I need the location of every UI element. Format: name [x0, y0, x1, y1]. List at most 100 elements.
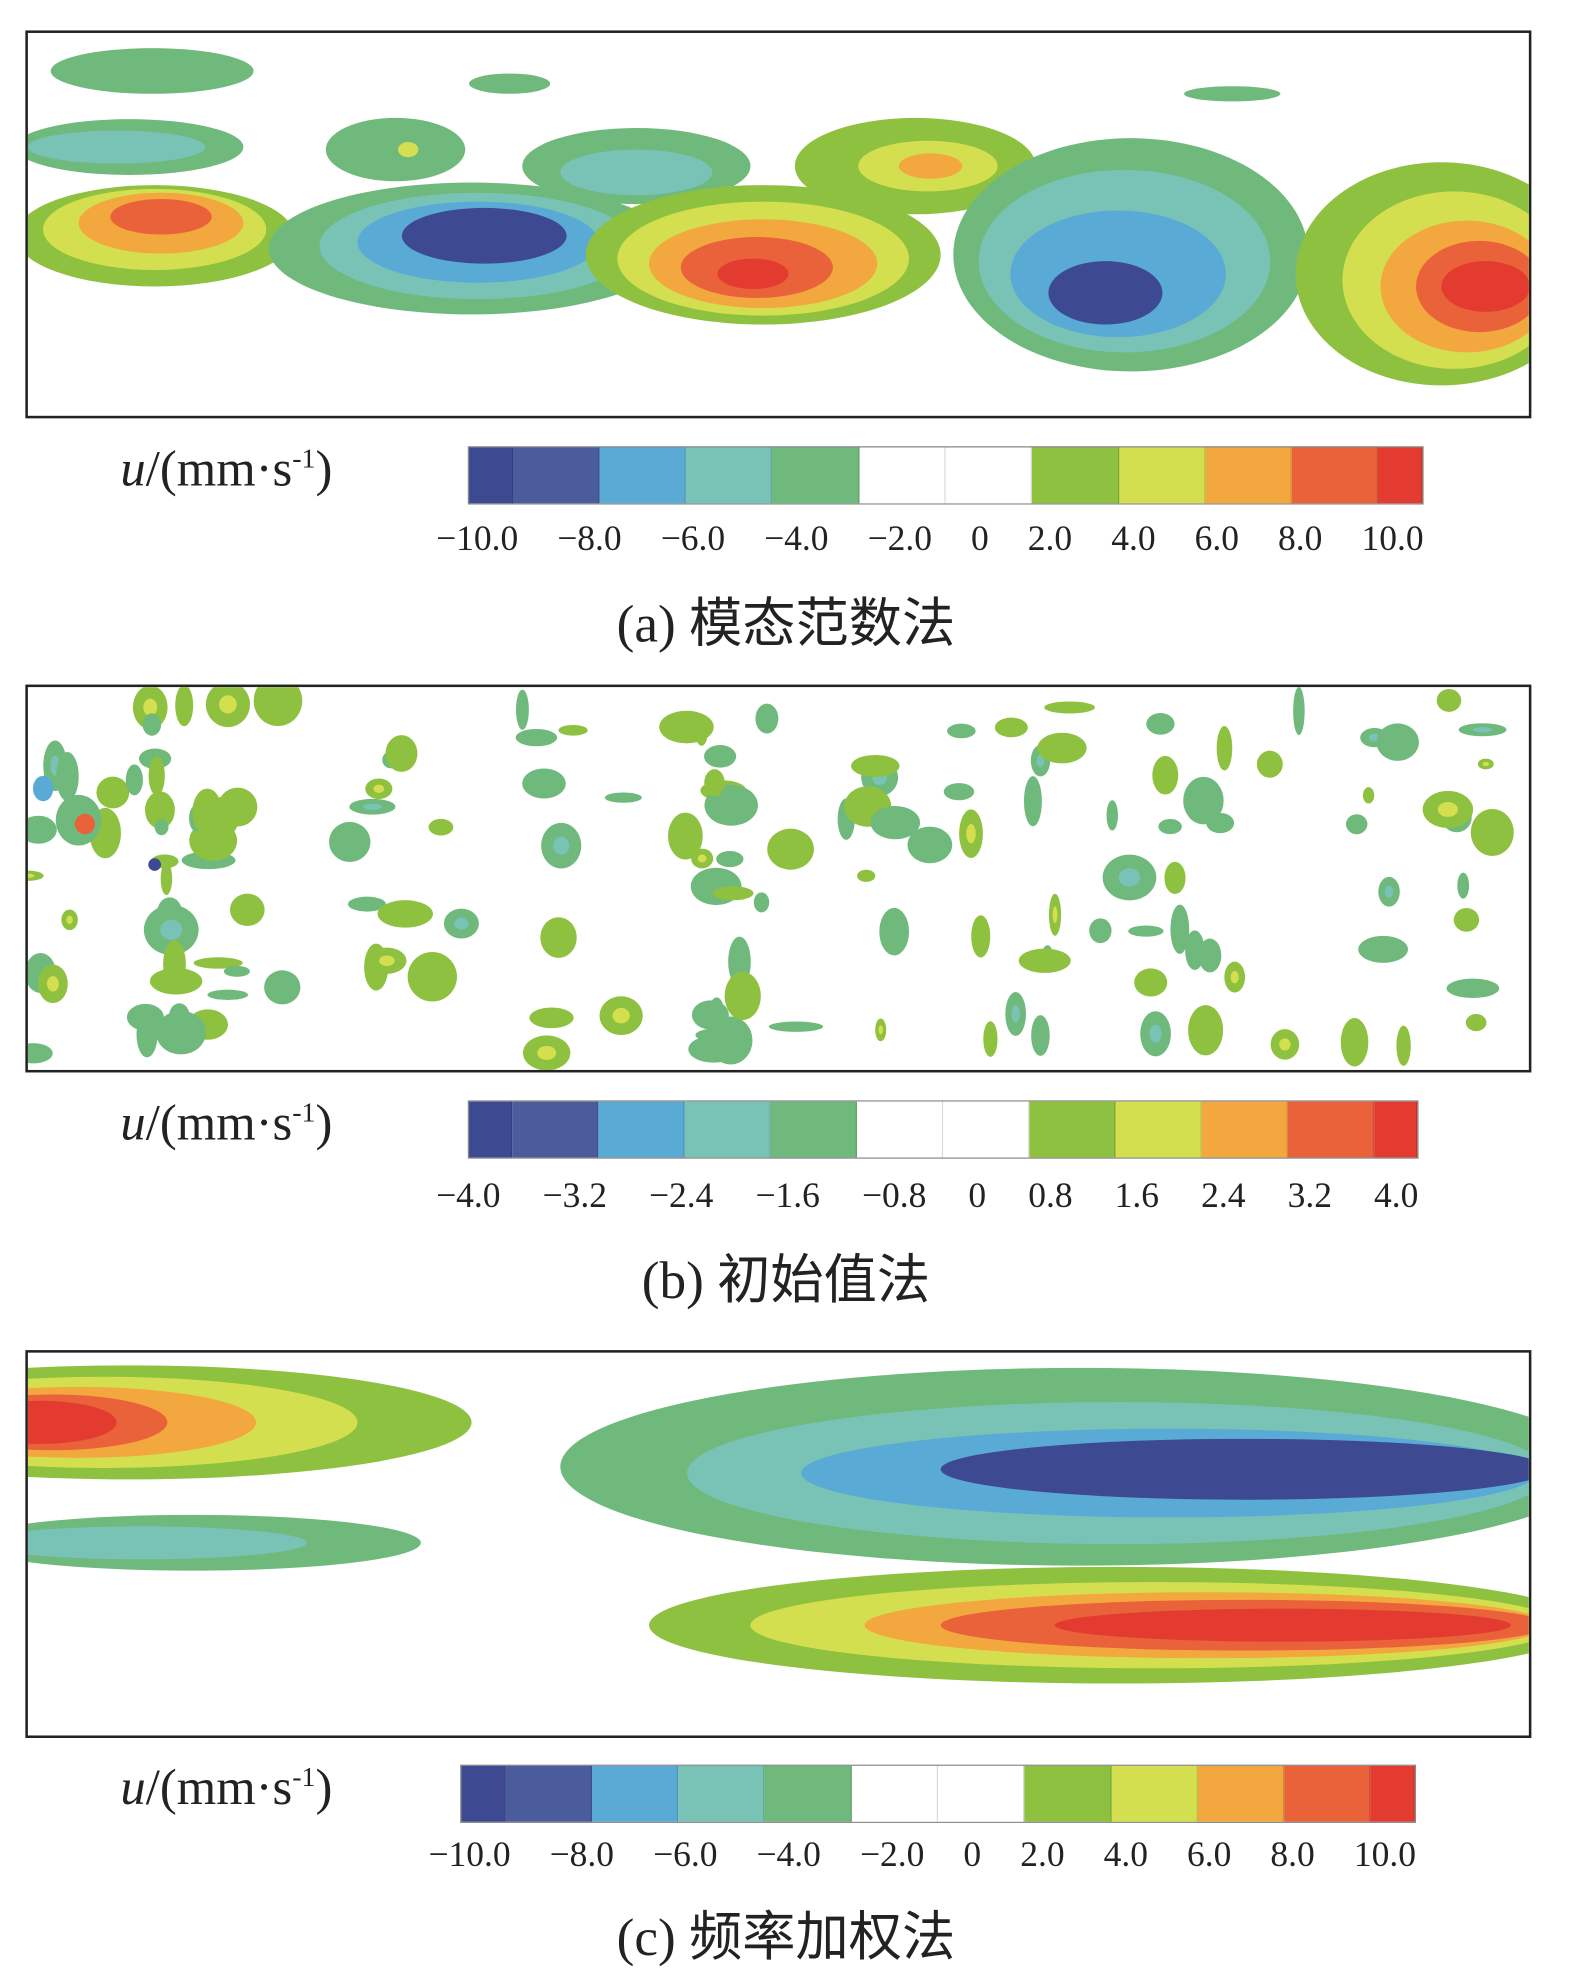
contour-region	[1089, 918, 1112, 944]
contour-region	[154, 819, 169, 836]
contour-region	[1031, 1015, 1050, 1056]
tick-label: 0	[963, 1835, 982, 1875]
contour-region	[695, 1028, 736, 1042]
tick-label: −3.2	[542, 1176, 607, 1216]
exp: -1	[292, 442, 316, 474]
colorbar-ticks-b: −4.0 −3.2 −2.4 −1.6 −0.8 0 0.8 1.6 2.4 3.2 4.0	[436, 1176, 1418, 1217]
contour-region	[1118, 868, 1141, 887]
contour-region	[398, 141, 419, 158]
contour-panel-b	[25, 684, 1532, 1073]
colorbar-segment	[1378, 447, 1423, 504]
tick-label: −8.0	[557, 519, 622, 560]
contour-region	[1011, 1005, 1020, 1023]
contour-region	[1457, 872, 1470, 899]
caption-c: (c) 频率加权法	[616, 1909, 956, 1968]
contour-region	[515, 728, 558, 747]
contour-region	[1293, 687, 1305, 736]
contour-region	[529, 1007, 574, 1029]
colorbar-segment	[1111, 1765, 1198, 1822]
contour-region	[1441, 261, 1529, 312]
tick-label: −8.0	[549, 1835, 615, 1875]
contour-region	[540, 917, 577, 958]
contour-region	[704, 769, 725, 797]
tick-label: 2.0	[1020, 1835, 1065, 1875]
contour-region	[1185, 930, 1205, 971]
colorbar-segment	[1370, 1765, 1415, 1822]
contour-region	[1042, 1447, 1398, 1481]
contour-region	[704, 745, 737, 768]
contour-region	[712, 886, 754, 901]
contour-region	[175, 687, 194, 727]
colorbar-segment	[686, 447, 773, 504]
contour-region	[125, 764, 143, 796]
colorbar-segment	[851, 1765, 939, 1822]
contour-region	[612, 1007, 630, 1024]
contour-region	[264, 970, 301, 1005]
contour-region	[1018, 948, 1071, 973]
contour-region	[1384, 885, 1394, 898]
contour-region	[1216, 726, 1233, 771]
contour-region	[66, 915, 73, 924]
colorbar-label-b: u/(mm·s-1)	[120, 1093, 332, 1153]
colorbar-b	[467, 1100, 1419, 1159]
colorbar-a	[467, 446, 1424, 505]
contour-region	[1152, 755, 1179, 795]
contour-region	[604, 792, 642, 803]
contour-region	[515, 689, 529, 730]
tick-label: −4.0	[756, 1835, 821, 1875]
var: u	[120, 1758, 146, 1816]
colorbar-segment	[1291, 447, 1379, 504]
contour-region	[363, 803, 382, 810]
contour-region	[724, 971, 761, 1021]
colorbar-segment	[512, 1101, 599, 1158]
contour-region	[708, 1016, 753, 1065]
contour-region	[454, 917, 469, 930]
tick-label: 4.0	[1103, 1835, 1148, 1875]
colorbar-segment	[1115, 1101, 1202, 1158]
contour-region	[1054, 1608, 1512, 1642]
contour-region	[994, 717, 1028, 738]
contour-panel-c	[25, 1350, 1532, 1739]
exp: -1	[292, 1760, 316, 1793]
contour-region	[155, 1010, 206, 1055]
contour-panel-a	[25, 30, 1532, 419]
tick-label: 2.4	[1201, 1176, 1246, 1216]
contour-region	[373, 784, 385, 793]
contour-region	[1183, 776, 1224, 825]
tick-label: 0.8	[1028, 1176, 1073, 1216]
colorbar-segment	[598, 1101, 685, 1158]
contour-region	[136, 1011, 158, 1058]
contour-region	[325, 117, 466, 182]
contour-region	[110, 199, 212, 235]
contour-region	[207, 989, 249, 1000]
contour-region	[1188, 1005, 1224, 1056]
exp: -1	[292, 1096, 316, 1128]
contour-region	[1134, 968, 1168, 997]
colorbar-segment	[1197, 1765, 1285, 1822]
tick-label: 0	[968, 1176, 987, 1216]
colorbar-ticks-c: −10.0 −8.0 −6.0 −4.0 −2.0 0 2.0 4.0 6.0 8.0 10.0	[428, 1836, 1416, 1877]
contour-region	[192, 788, 223, 836]
contour-region	[560, 149, 713, 196]
contour-region	[229, 893, 265, 926]
contour-region	[1453, 907, 1480, 932]
contour-region	[1037, 732, 1087, 764]
contour-region	[558, 725, 588, 736]
contour-region	[223, 965, 250, 977]
tick-label: −4.0	[764, 519, 829, 560]
contour-region	[878, 1025, 883, 1035]
tick-label: −1.6	[755, 1176, 820, 1216]
contour-region	[668, 812, 703, 860]
tick-label: 4.0	[1111, 519, 1156, 560]
contour-region	[379, 955, 395, 967]
contour-region	[143, 698, 158, 717]
contour-region	[217, 787, 258, 827]
contour-region	[659, 710, 714, 744]
colorbar-segment	[1118, 447, 1206, 504]
contour-region	[148, 858, 161, 871]
contour-region	[46, 976, 59, 992]
contour-region	[697, 854, 707, 863]
tick-label: 4.0	[1374, 1176, 1419, 1216]
colorbar-segment	[461, 1765, 506, 1822]
contour-region	[149, 967, 203, 995]
